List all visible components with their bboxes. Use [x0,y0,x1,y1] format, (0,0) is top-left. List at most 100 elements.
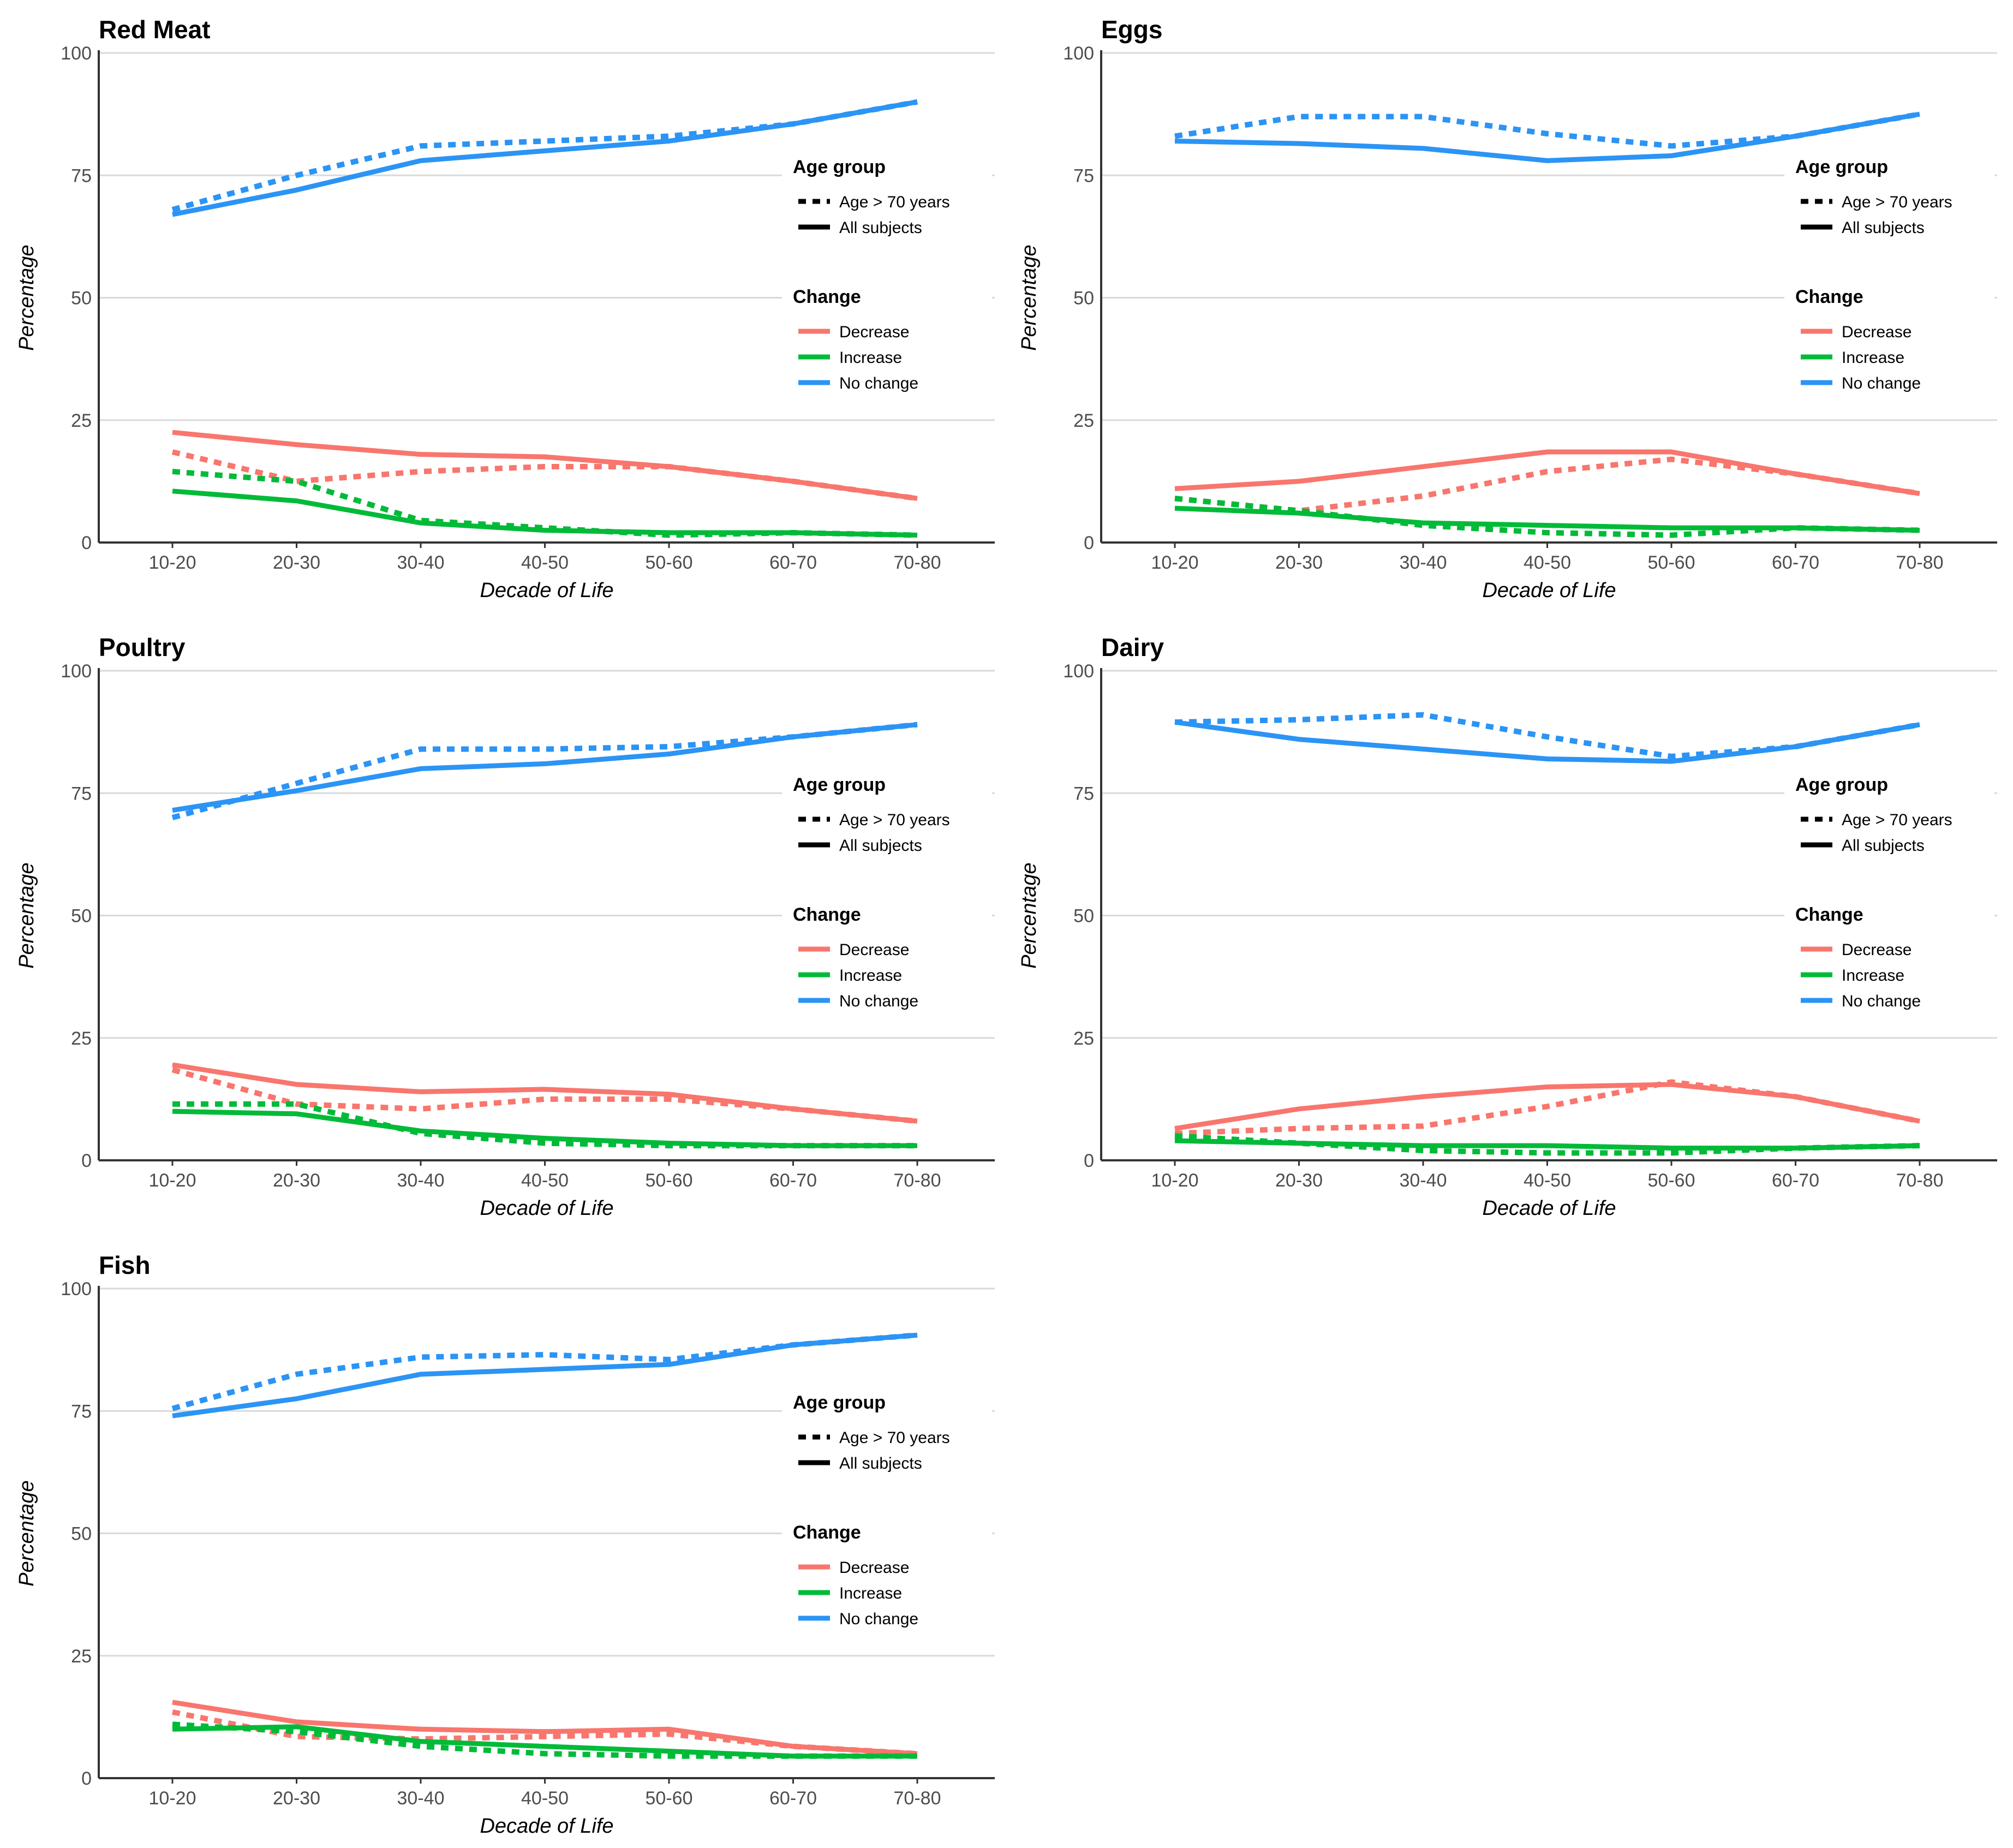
legend-title-age-group: Age group [793,1392,886,1413]
x-tick-label: 50-60 [1648,552,1695,573]
series-increase-all-subjects [172,1724,917,1759]
x-tick-label: 70-80 [894,552,941,573]
legend: Age group Age > 70 years All subjects Chang… [793,1392,950,1628]
y-tick-label: 25 [71,1028,92,1049]
series-increase-age-over-70 [172,1721,917,1759]
series-no-change-all-subjects [1174,719,1920,764]
series-decrease-age-over-70 [171,1067,918,1124]
legend-title-age-group: Age group [1795,157,1888,177]
x-tick-label: 10-20 [149,552,196,573]
y-tick-label: 0 [1084,533,1094,553]
x-tick-label: 10-20 [149,1788,196,1809]
panel-dairy: Dairy 0 25 50 75 100 Percentage 10-20 20-30 30-40… [1018,633,1997,1220]
x-tick-label: 30-40 [397,1170,445,1191]
x-tick-label: 40-50 [1524,1170,1571,1191]
legend-background [782,758,992,1009]
legend: Age group Age > 70 years All subjects Chang… [1795,157,1952,392]
legend-label-all-subjects: All subjects [839,837,922,855]
series-increase-all-subjects [1174,505,1920,533]
x-axis-title: Decade of Life [480,579,613,602]
legend: Age group Age > 70 years All subjects Chang… [793,774,950,1010]
legend-title-change: Change [793,287,861,307]
y-tick-label: 50 [1073,906,1094,927]
series-decrease-all-subjects [172,1700,918,1756]
x-tick-label: 30-40 [397,552,445,573]
x-tick-label: 20-30 [1275,552,1323,573]
legend-label-decrease: Decrease [1842,941,1912,959]
series-no-change-age-over-70 [171,722,918,820]
x-tick-label: 50-60 [646,1170,693,1191]
legend-background [782,1376,992,1627]
y-tick-label: 75 [1073,783,1094,804]
legend-label-age-70-years: Age > 70 years [1842,811,1952,829]
series-no-change-age-over-70 [171,1332,918,1411]
y-tick-label: 50 [71,906,92,927]
x-tick-label: 60-70 [1772,552,1819,573]
legend-label-age-70-years: Age > 70 years [839,811,950,829]
y-tick-label: 50 [71,1524,92,1545]
x-tick-label: 60-70 [769,1788,817,1809]
x-tick-label: 40-50 [1524,552,1571,573]
legend-label-no-change: No change [1842,992,1921,1010]
x-tick-label: 50-60 [646,552,693,573]
y-tick-label: 100 [61,43,92,64]
legend-label-no-change: No change [839,1610,918,1628]
legend-label-age-70-years: Age > 70 years [839,193,950,211]
x-tick-label: 70-80 [1896,1170,1944,1191]
x-axis-title: Decade of Life [480,1815,613,1838]
y-tick-label: 75 [71,1401,92,1422]
x-axis-title: Decade of Life [1482,1197,1616,1220]
legend-label-all-subjects: All subjects [1842,219,1925,237]
series-increase-age-over-70 [172,1101,917,1149]
x-tick-label: 20-30 [273,552,320,573]
panel-poultry: Poultry 0 25 50 75 100 Percentage 10-20 20-30 30-… [15,633,995,1220]
legend-label-all-subjects: All subjects [1842,837,1925,855]
legend-label-all-subjects: All subjects [839,1454,922,1473]
y-axis-title: Percentage [15,1480,38,1586]
series-no-change-age-over-70 [171,99,918,212]
legend-label-increase: Increase [839,967,902,985]
y-tick-label: 75 [71,783,92,804]
legend-background [782,140,992,391]
series-increase-all-subjects [172,488,918,538]
y-tick-label: 100 [61,1279,92,1299]
x-axis-title: Decade of Life [480,1197,613,1220]
series-no-change-age-over-70 [1174,712,1920,759]
legend-label-age-70-years: Age > 70 years [839,1429,950,1447]
x-tick-label: 30-40 [1400,1170,1447,1191]
panel-title: Eggs [1101,15,1162,44]
panel-fish: Fish 0 25 50 75 100 Percentage 10-20 20-30 30-40 4… [15,1251,995,1838]
x-tick-label: 40-50 [521,1170,569,1191]
y-tick-label: 100 [1063,661,1094,682]
panel-red-meat: Red Meat 0 25 50 75 100 Percentage 10-20 20-30 30… [15,15,995,602]
series-increase-age-over-70 [1174,496,1920,538]
legend: Age group Age > 70 years All subjects Chang… [793,157,950,392]
legend-label-no-change: No change [839,374,918,392]
legend-label-decrease: Decrease [839,323,909,341]
y-tick-label: 0 [81,533,92,553]
x-tick-label: 40-50 [521,552,569,573]
y-tick-label: 0 [81,1150,92,1171]
x-tick-label: 20-30 [1275,1170,1323,1191]
series-decrease-age-over-70 [171,449,918,502]
y-tick-label: 0 [1084,1150,1094,1171]
y-tick-label: 25 [71,410,92,431]
legend-label-increase: Increase [839,1584,902,1602]
legend: Age group Age > 70 years All subjects Chang… [1795,774,1952,1010]
legend-title-age-group: Age group [793,157,886,177]
series-no-change-age-over-70 [1174,111,1920,149]
legend-title-age-group: Age group [1795,774,1888,795]
x-tick-label: 10-20 [149,1170,196,1191]
legend-background [1784,758,1994,1009]
legend-title-change: Change [1795,904,1863,925]
x-tick-label: 50-60 [1648,1170,1695,1191]
y-tick-label: 25 [1073,410,1094,431]
x-tick-label: 70-80 [894,1170,941,1191]
y-tick-label: 50 [71,288,92,309]
legend-label-increase: Increase [1842,349,1904,367]
legend-label-decrease: Decrease [839,941,909,959]
legend-label-no-change: No change [1842,374,1921,392]
y-tick-label: 100 [61,661,92,682]
series-decrease-age-over-70 [172,1709,918,1757]
